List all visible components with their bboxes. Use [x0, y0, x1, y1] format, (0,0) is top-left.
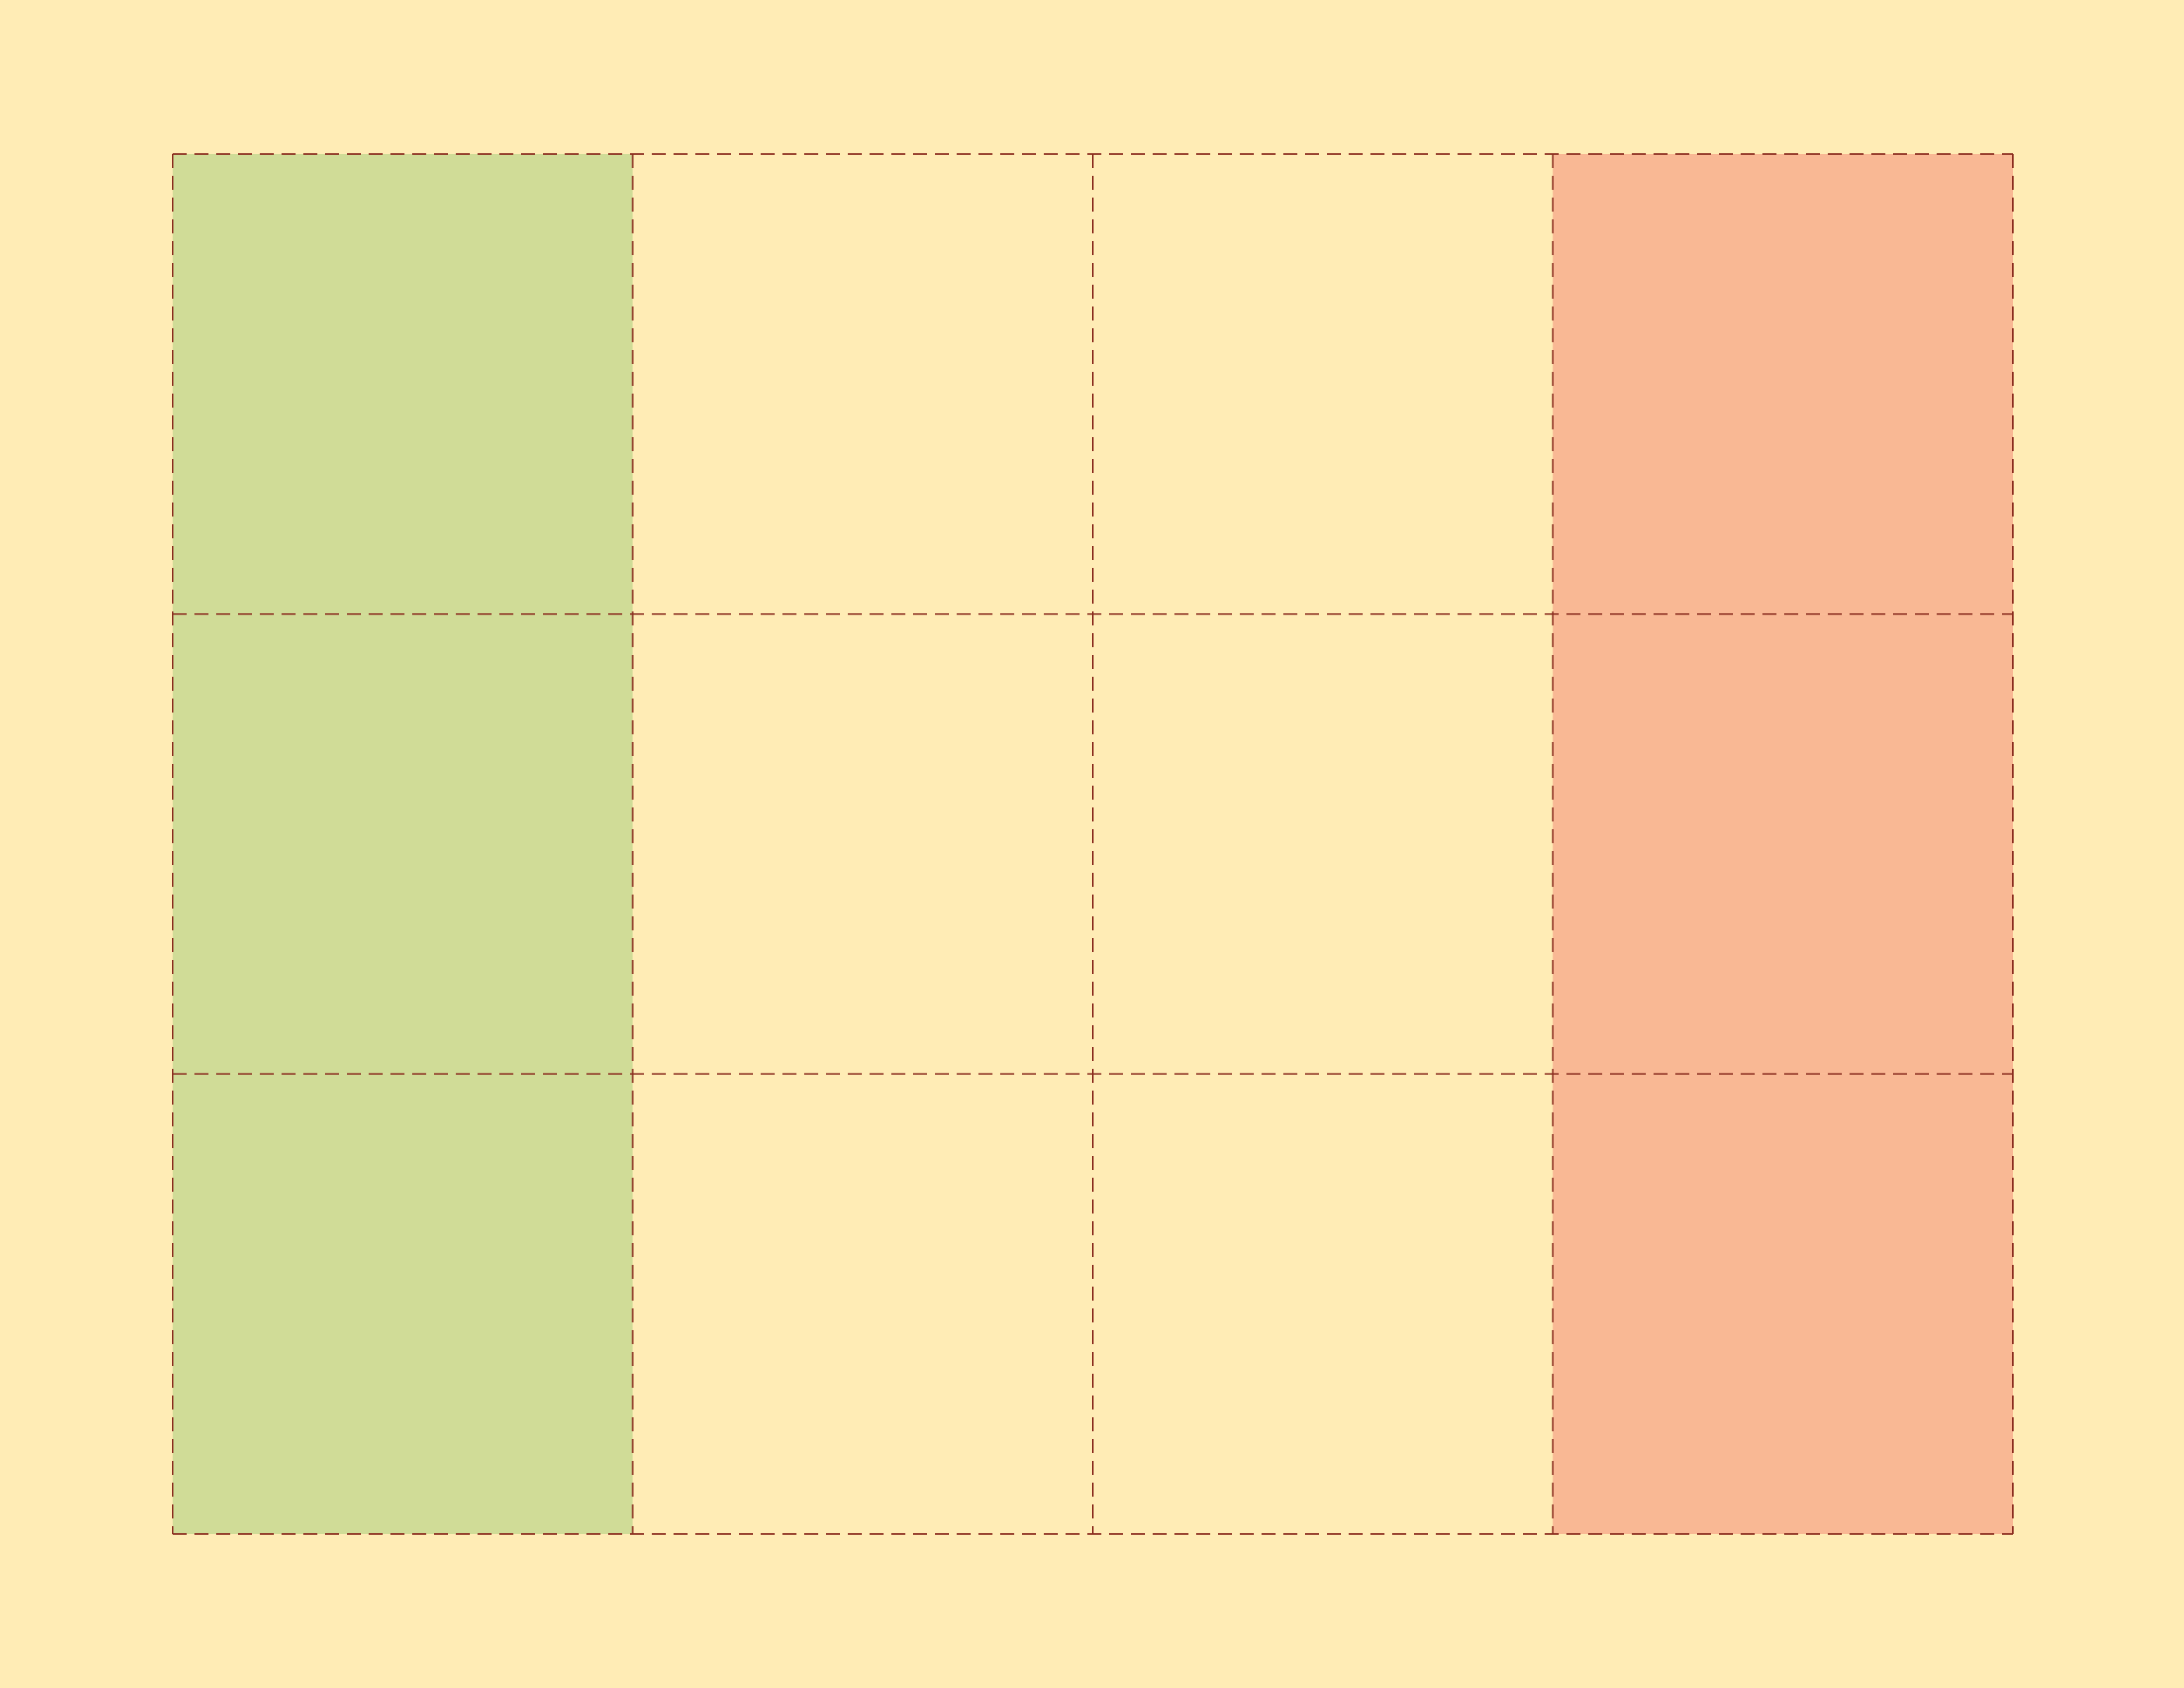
grid-cell-r3-c2	[632, 1073, 1093, 1534]
grid-cell-r2-c2	[632, 614, 1093, 1074]
grid-cell-r3-c1	[173, 1073, 633, 1534]
grid-cell-r1-c3	[1093, 154, 1553, 615]
grid-cell-r3-c3	[1093, 1073, 1553, 1534]
grid-cell-r1-c4	[1552, 154, 2013, 615]
grid-cell-r2-c3	[1093, 614, 1553, 1074]
grid-cell-r2-c4	[1552, 614, 2013, 1074]
grid-cell-r1-c2	[632, 154, 1093, 615]
grid-cell-r1-c1	[173, 154, 633, 615]
grid-cell-r2-c1	[173, 614, 633, 1074]
grid-cell-r3-c4	[1552, 1073, 2013, 1534]
